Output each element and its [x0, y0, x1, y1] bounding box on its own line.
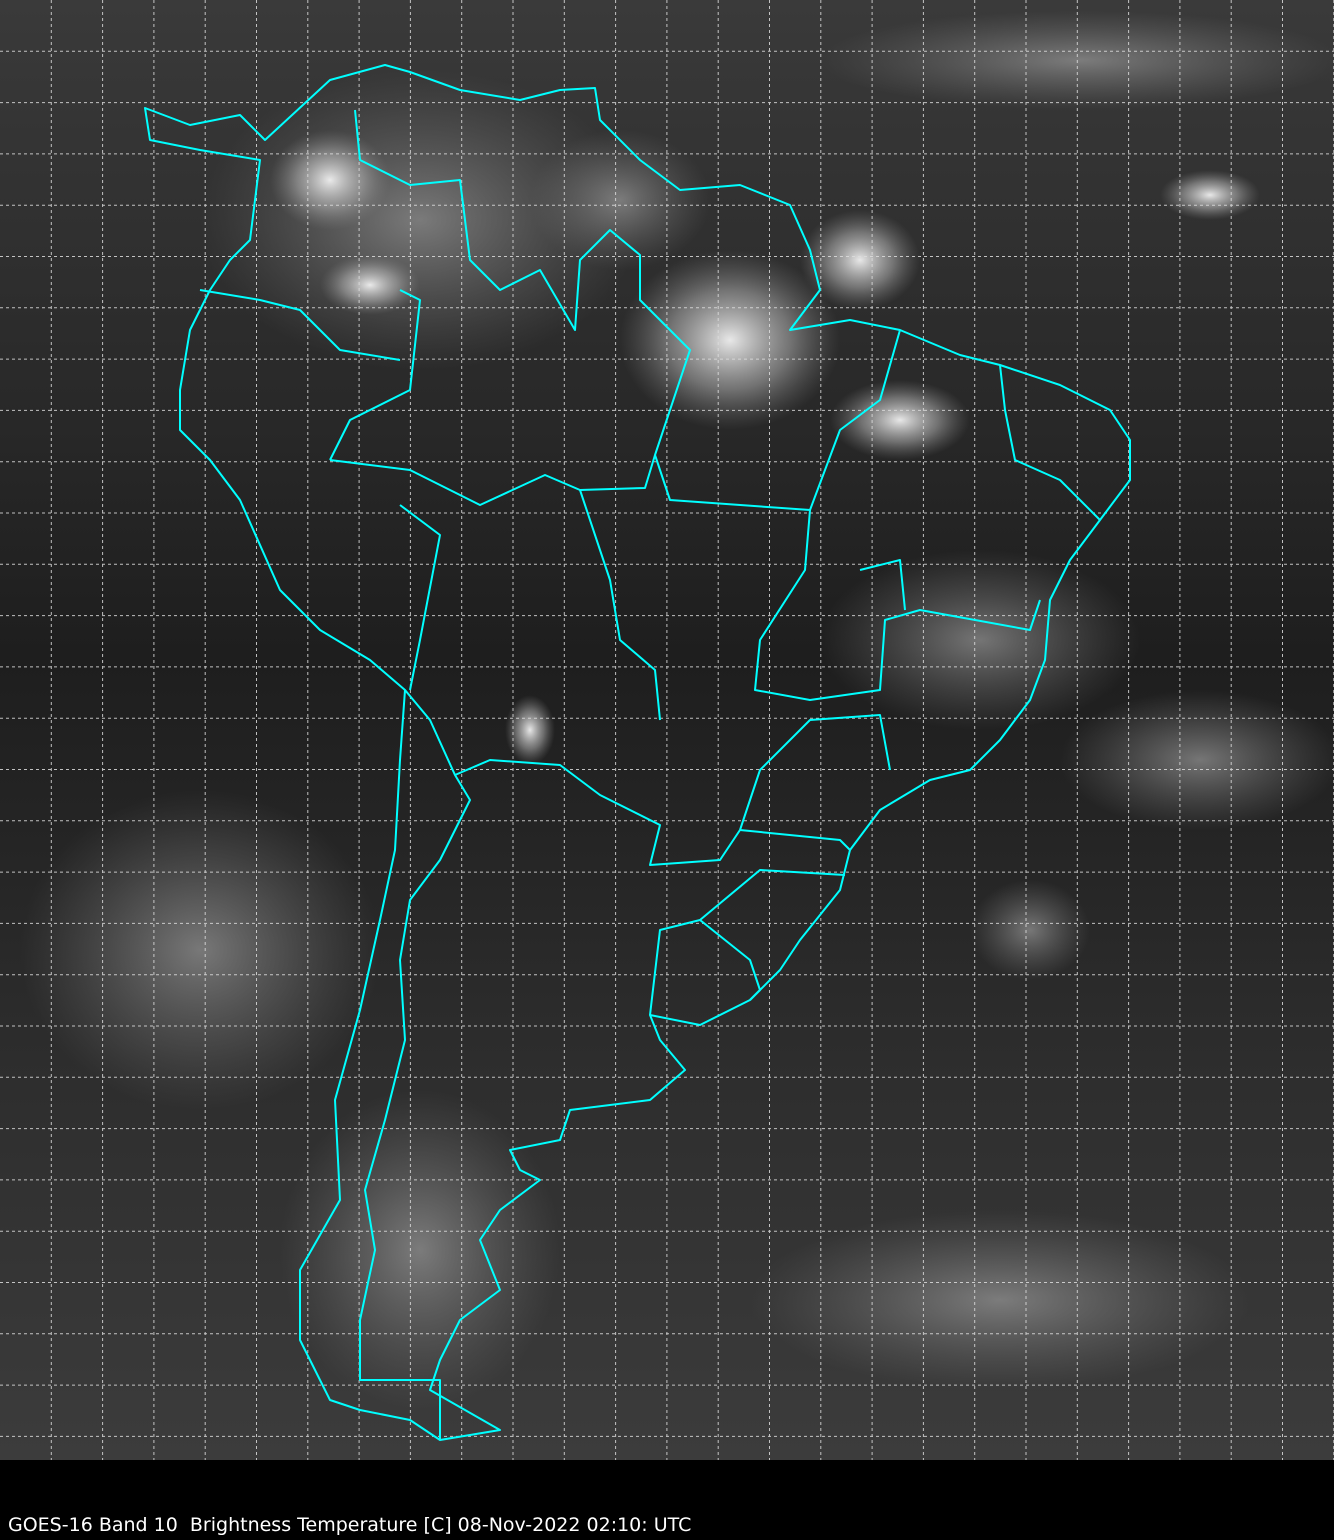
border-bolivia-argentina-paraguay	[454, 714, 891, 866]
figure-caption: GOES-16 Band 10 Brightness Temperature […	[8, 1514, 692, 1536]
border-chile-argentina	[359, 689, 471, 1440]
lat-lon-gridlines	[0, 0, 1334, 1460]
south-america-coastline	[144, 64, 1131, 1441]
satellite-map	[0, 0, 1334, 1460]
border-peru-bolivia	[329, 289, 661, 721]
country-borders	[144, 64, 1131, 1441]
border-ecuador-colombia	[199, 289, 401, 361]
border-brazil-west	[329, 109, 691, 506]
cloud-layer	[20, 10, 1334, 1410]
border-uruguay	[649, 919, 761, 1016]
brazil-state-borders	[654, 329, 1101, 921]
